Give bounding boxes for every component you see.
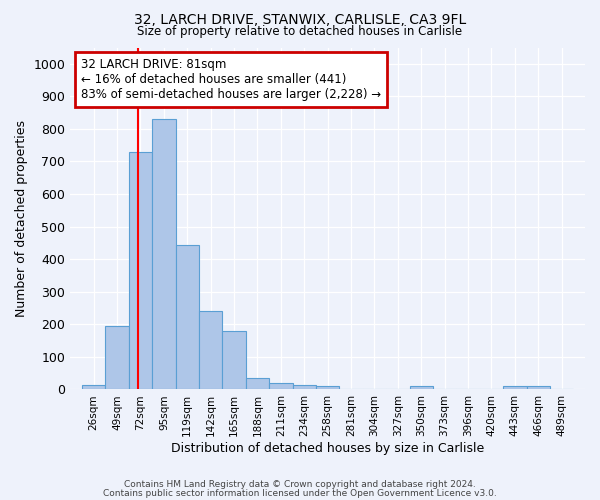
Text: Contains HM Land Registry data © Crown copyright and database right 2024.: Contains HM Land Registry data © Crown c… <box>124 480 476 489</box>
Text: 32, LARCH DRIVE, STANWIX, CARLISLE, CA3 9FL: 32, LARCH DRIVE, STANWIX, CARLISLE, CA3 … <box>134 12 466 26</box>
Bar <box>503 386 527 390</box>
Text: Size of property relative to detached houses in Carlisle: Size of property relative to detached ho… <box>137 25 463 38</box>
Bar <box>152 119 176 390</box>
Bar <box>223 331 246 390</box>
Bar <box>269 383 293 390</box>
Bar <box>129 152 152 390</box>
Bar <box>527 386 550 390</box>
Bar <box>106 326 129 390</box>
Text: 32 LARCH DRIVE: 81sqm
← 16% of detached houses are smaller (441)
83% of semi-det: 32 LARCH DRIVE: 81sqm ← 16% of detached … <box>80 58 381 101</box>
Y-axis label: Number of detached properties: Number of detached properties <box>15 120 28 317</box>
Bar <box>316 386 340 390</box>
Bar <box>82 384 106 390</box>
Text: Contains public sector information licensed under the Open Government Licence v3: Contains public sector information licen… <box>103 488 497 498</box>
X-axis label: Distribution of detached houses by size in Carlisle: Distribution of detached houses by size … <box>171 442 484 455</box>
Bar <box>410 386 433 390</box>
Bar <box>293 384 316 390</box>
Bar <box>199 312 223 390</box>
Bar <box>176 244 199 390</box>
Bar <box>246 378 269 390</box>
